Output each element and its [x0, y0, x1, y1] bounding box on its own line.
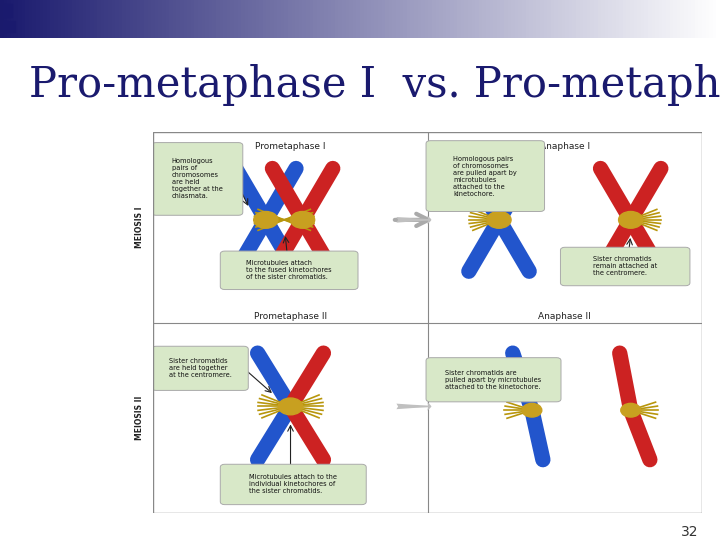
Text: Anaphase I: Anaphase I	[540, 142, 590, 151]
FancyBboxPatch shape	[220, 464, 366, 504]
Text: Anaphase II: Anaphase II	[539, 312, 591, 321]
Text: Pro-metaphase I  vs. Pro-metaphase II: Pro-metaphase I vs. Pro-metaphase II	[29, 64, 720, 106]
Text: Prometaphase I: Prometaphase I	[256, 142, 325, 151]
Text: MEIOSIS II: MEIOSIS II	[135, 396, 144, 440]
FancyBboxPatch shape	[152, 346, 248, 390]
Circle shape	[290, 212, 315, 228]
Text: 32: 32	[681, 525, 698, 539]
Circle shape	[618, 212, 643, 228]
Text: Sister chromatids
are held together
at the centromere.: Sister chromatids are held together at t…	[168, 359, 231, 379]
Circle shape	[253, 212, 278, 228]
Circle shape	[279, 398, 302, 415]
Text: Microtubules attach to the
individual kinetochores of
the sister chromatids.: Microtubules attach to the individual ki…	[249, 475, 337, 495]
Bar	[3, 21, 8, 32]
FancyBboxPatch shape	[426, 141, 544, 212]
Text: Homologous
pairs of
chromosomes
are held
together at the
chiasmata.: Homologous pairs of chromosomes are held…	[172, 158, 222, 199]
FancyBboxPatch shape	[560, 247, 690, 286]
Circle shape	[621, 403, 641, 417]
Text: Microtubules attach
to the fused kinetochores
of the sister chromatids.: Microtubules attach to the fused kinetoc…	[246, 260, 332, 280]
Circle shape	[487, 212, 511, 228]
Circle shape	[522, 403, 541, 417]
Text: MEIOSIS I: MEIOSIS I	[135, 207, 144, 248]
Text: Homologous pairs
of chromosomes
are pulled apart by
microtubules
attached to the: Homologous pairs of chromosomes are pull…	[454, 156, 517, 197]
FancyBboxPatch shape	[220, 251, 358, 289]
Text: Sister chromatids
remain attached at
the centromere.: Sister chromatids remain attached at the…	[593, 256, 657, 276]
Text: Prometaphase II: Prometaphase II	[254, 312, 327, 321]
FancyBboxPatch shape	[426, 357, 561, 402]
Text: Sister chromatids are
pulled apart by microtubules
attached to the kinetochore.: Sister chromatids are pulled apart by mi…	[446, 370, 541, 390]
Bar	[10, 21, 15, 32]
Bar	[3, 4, 12, 17]
FancyBboxPatch shape	[152, 143, 243, 215]
